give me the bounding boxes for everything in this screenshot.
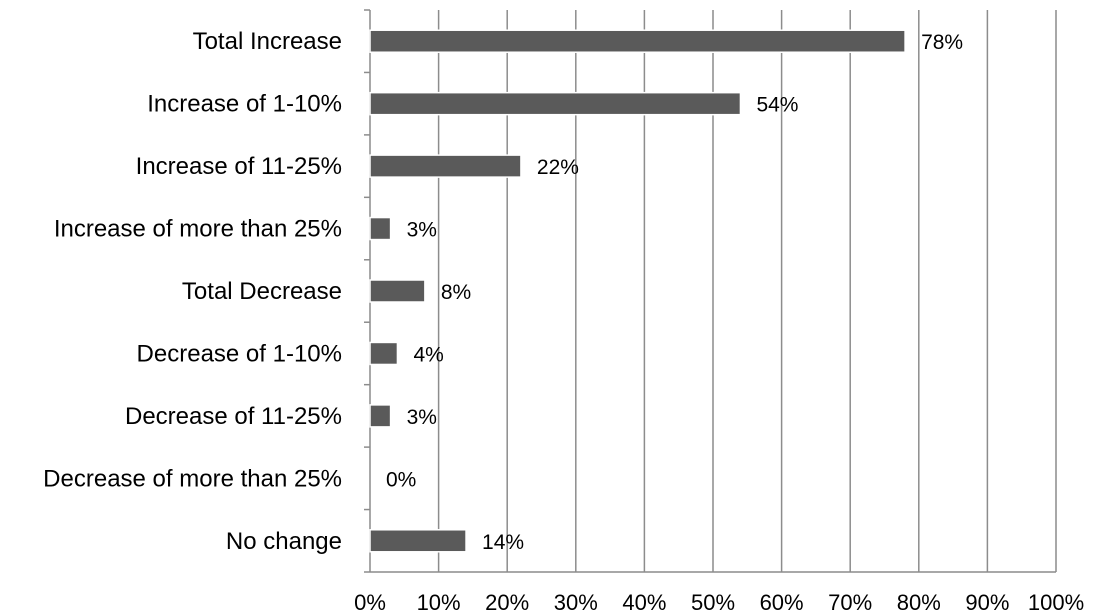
bar bbox=[369, 404, 392, 428]
data-label: 8% bbox=[441, 281, 471, 304]
x-tick-labels: 0% 10% 20% 30% 40% 50% 60% 70% 80% 90% 100% bbox=[354, 590, 1084, 615]
x-tick-label: 100% bbox=[1028, 590, 1084, 615]
value-labels: 78% 54% 22% 3% 8% 4% 3% 0% 14% bbox=[386, 31, 963, 554]
bar bbox=[369, 154, 522, 178]
category-label: Increase of 1-10% bbox=[147, 91, 342, 118]
bars bbox=[369, 29, 906, 553]
data-label: 3% bbox=[407, 219, 437, 242]
bar bbox=[369, 216, 392, 241]
data-label: 3% bbox=[407, 406, 437, 429]
bar bbox=[369, 91, 742, 116]
bar bbox=[369, 529, 467, 553]
data-label: 4% bbox=[413, 343, 443, 366]
data-label: 54% bbox=[756, 94, 798, 117]
data-label: 78% bbox=[921, 31, 963, 54]
category-label: Total Decrease bbox=[182, 278, 342, 305]
category-label: Total Increase bbox=[193, 28, 342, 55]
category-label: Decrease of 1-10% bbox=[137, 340, 342, 367]
data-label: 22% bbox=[537, 156, 579, 179]
x-tick-label: 40% bbox=[622, 590, 666, 615]
x-tick-label: 60% bbox=[760, 590, 804, 615]
category-label: Increase of more than 25% bbox=[54, 216, 342, 243]
x-tick-label: 80% bbox=[897, 590, 941, 615]
category-label: Increase of 11-25% bbox=[136, 153, 342, 180]
x-tick-label: 20% bbox=[485, 590, 529, 615]
x-tick-label: 10% bbox=[417, 590, 461, 615]
category-label: Decrease of more than 25% bbox=[43, 465, 342, 492]
x-tick-label: 50% bbox=[691, 590, 735, 615]
bar bbox=[369, 341, 399, 366]
x-tick-label: 90% bbox=[965, 590, 1009, 615]
category-labels: Total Increase Increase of 1-10% Increase … bbox=[43, 28, 342, 555]
x-tick-label: 30% bbox=[554, 590, 598, 615]
category-label: No change bbox=[226, 528, 342, 555]
data-label: 14% bbox=[482, 531, 524, 554]
data-label: 0% bbox=[386, 468, 416, 491]
x-tick-label: 70% bbox=[828, 590, 872, 615]
bar bbox=[369, 29, 906, 53]
x-tick-label: 0% bbox=[354, 590, 386, 615]
bar bbox=[369, 279, 426, 303]
category-label: Decrease of 11-25% bbox=[125, 403, 342, 430]
